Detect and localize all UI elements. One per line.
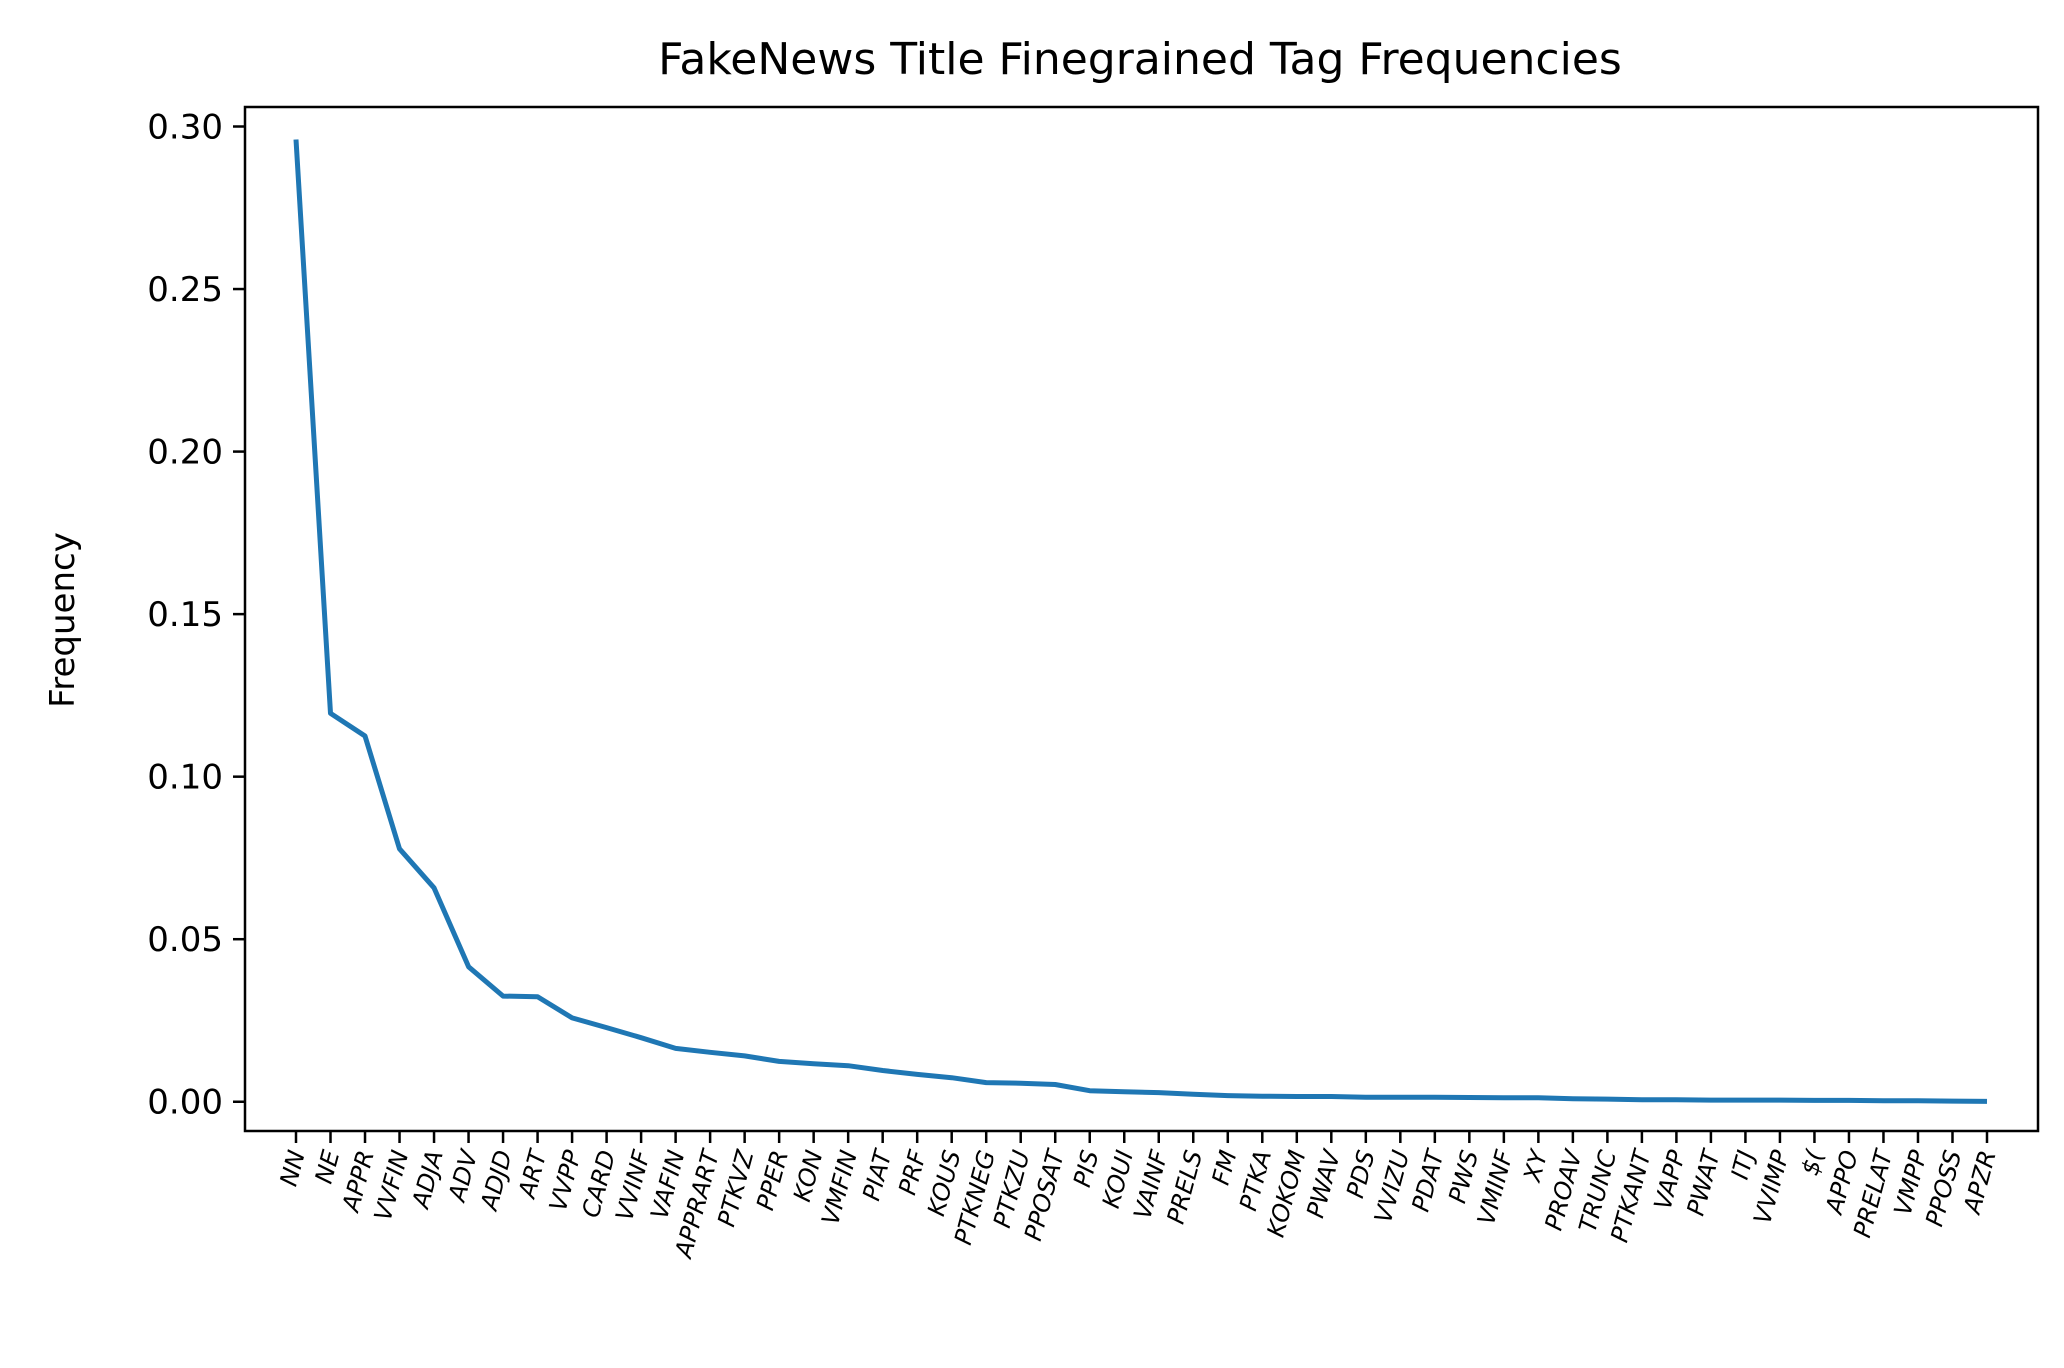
x-tick-label: XY xyxy=(1518,1145,1554,1186)
x-tick-label: $( xyxy=(1796,1146,1830,1179)
x-tick-label: NE xyxy=(310,1147,346,1187)
y-tick-label: 0.20 xyxy=(147,433,223,473)
y-tick-label: 0.25 xyxy=(147,270,223,310)
x-tick-label: NN xyxy=(274,1147,310,1189)
series-line-frequency xyxy=(293,139,1988,1104)
y-tick-label: 0.30 xyxy=(147,108,223,148)
y-axis-ticks: 0.00 0.05 0.10 0.15 0.20 0.25 0.30 xyxy=(147,108,245,1123)
y-tick-label: 0.10 xyxy=(147,758,223,798)
x-tick-label: FM xyxy=(1207,1147,1243,1188)
series-layer xyxy=(293,139,1988,1104)
x-tick-label: PIS xyxy=(1068,1147,1105,1190)
y-axis-label: Frequency xyxy=(43,532,83,708)
x-tick-label: PDS xyxy=(1341,1147,1381,1201)
x-tick-label: PIAT xyxy=(857,1145,898,1204)
y-tick-label: 0.00 xyxy=(147,1083,223,1123)
y-tick-label: 0.05 xyxy=(147,920,223,960)
x-tick-label: ITJ xyxy=(1726,1147,1761,1182)
x-tick-label: PRF xyxy=(893,1146,932,1198)
plot-area-frame xyxy=(243,105,2040,1133)
chart-title: FakeNews Title Finegrained Tag Frequenci… xyxy=(658,34,1622,85)
y-tick-label: 0.15 xyxy=(147,595,223,635)
x-axis-ticks: NNNEAPPRVVFINADJAADVADJDARTVVPPCARDVVINF… xyxy=(274,1131,2002,1263)
